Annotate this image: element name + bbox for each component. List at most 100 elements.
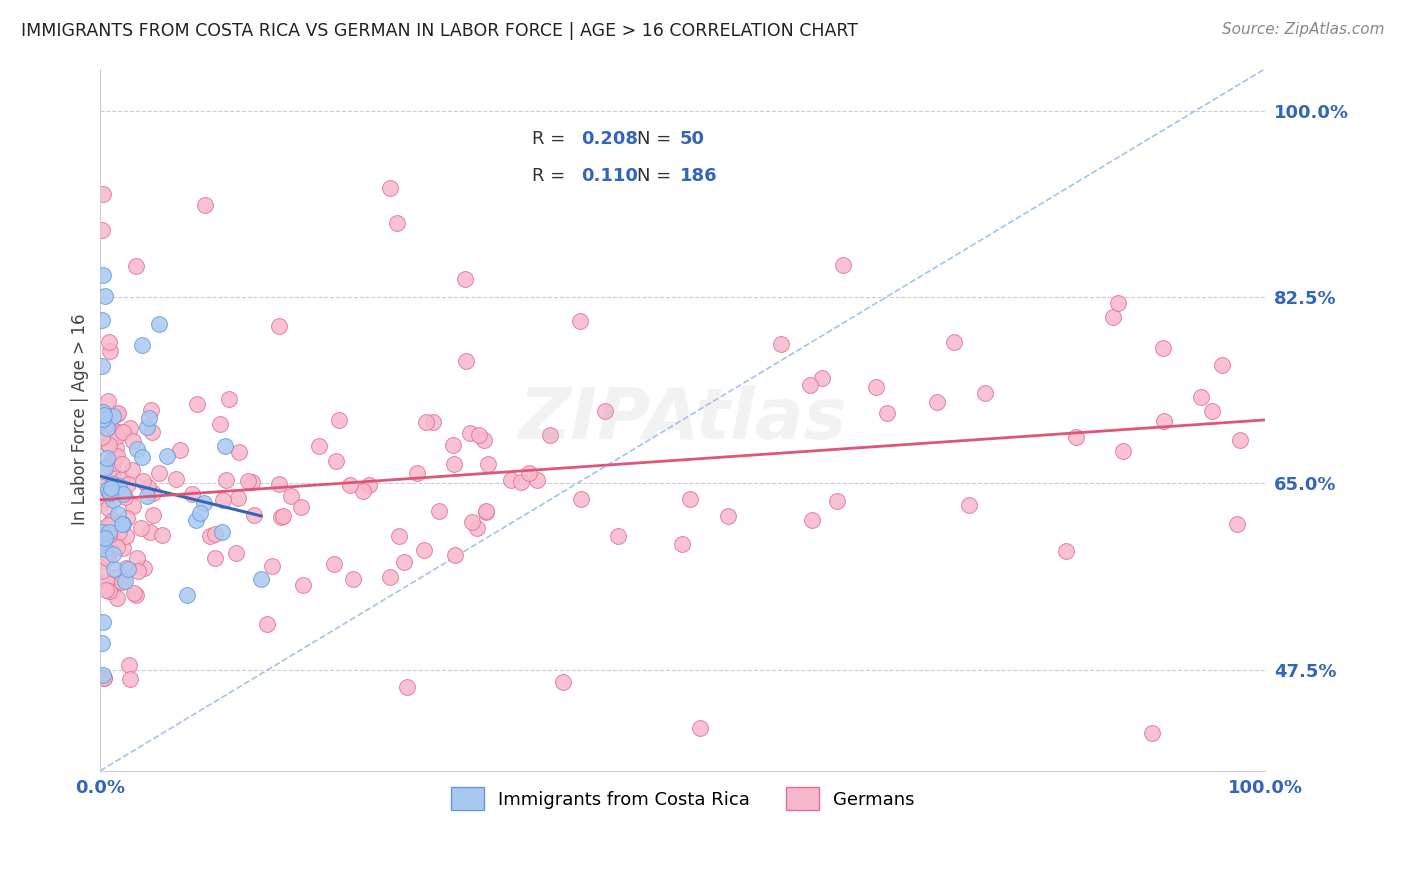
Point <box>138 525 160 540</box>
Y-axis label: In Labor Force | Age > 16: In Labor Force | Age > 16 <box>72 314 89 525</box>
Point <box>112 487 135 501</box>
Point <box>96 551 118 566</box>
Point <box>103 562 125 576</box>
Point <box>385 216 408 230</box>
Point <box>142 508 165 522</box>
Point <box>444 548 467 562</box>
Point <box>132 475 155 489</box>
Point <box>1140 725 1163 739</box>
Point <box>1153 414 1175 428</box>
Point <box>569 491 592 506</box>
Point <box>97 524 120 539</box>
Point <box>271 509 294 524</box>
Point <box>135 489 157 503</box>
Point <box>1226 516 1249 531</box>
Point <box>90 492 112 507</box>
Point <box>865 380 887 394</box>
Point <box>1112 444 1135 458</box>
Point <box>93 522 115 536</box>
Point <box>111 574 134 589</box>
Point <box>117 562 139 576</box>
Point <box>93 668 115 682</box>
Point <box>499 473 522 487</box>
Point <box>96 450 118 465</box>
Point <box>111 457 134 471</box>
Point <box>392 555 415 569</box>
Point <box>90 430 112 444</box>
Point <box>184 513 207 527</box>
Point <box>717 508 740 523</box>
Point <box>100 420 122 434</box>
Point <box>93 671 115 685</box>
Point <box>186 397 208 411</box>
Point <box>107 507 129 521</box>
Point <box>91 538 114 552</box>
Point <box>90 495 112 509</box>
Point <box>96 524 118 539</box>
Point <box>169 443 191 458</box>
Point <box>125 550 148 565</box>
Point <box>973 385 995 400</box>
Point <box>129 521 152 535</box>
Point <box>97 539 120 553</box>
Point <box>91 529 114 543</box>
Point <box>1201 404 1223 418</box>
Point <box>101 459 124 474</box>
Point <box>188 506 211 520</box>
Point <box>243 508 266 522</box>
Point <box>94 531 117 545</box>
Point <box>105 407 128 421</box>
Point <box>115 561 138 575</box>
Point <box>105 591 128 605</box>
Point <box>526 473 548 487</box>
Point <box>94 541 117 556</box>
Point <box>97 501 120 516</box>
Point <box>90 313 112 327</box>
Point <box>465 521 488 535</box>
Point <box>406 467 429 481</box>
Point <box>97 548 120 562</box>
Point <box>876 406 898 420</box>
Point <box>200 529 222 543</box>
Point <box>569 314 592 328</box>
Point <box>256 617 278 632</box>
Point <box>101 467 124 481</box>
Point <box>357 478 380 492</box>
Point <box>942 334 965 349</box>
Point <box>262 559 284 574</box>
Point <box>97 482 120 496</box>
Point <box>811 370 834 384</box>
Point <box>214 439 236 453</box>
Point <box>1152 341 1174 355</box>
Point <box>93 521 115 535</box>
Point <box>94 524 117 538</box>
Point <box>352 483 374 498</box>
Point <box>142 486 165 500</box>
Point <box>474 504 496 518</box>
Point <box>114 574 136 588</box>
Point <box>91 484 114 499</box>
Point <box>108 425 131 439</box>
Point <box>90 525 112 540</box>
Point <box>388 528 411 542</box>
Point <box>105 540 128 554</box>
Point <box>148 466 170 480</box>
Point <box>136 420 159 434</box>
Point <box>96 437 118 451</box>
Point <box>378 570 401 584</box>
Point <box>138 410 160 425</box>
Point <box>1101 310 1123 325</box>
Point <box>90 461 112 475</box>
Text: ZIPAtlas: ZIPAtlas <box>519 385 848 454</box>
Point <box>98 344 121 359</box>
Point <box>204 551 226 566</box>
Point <box>91 404 114 418</box>
Point <box>111 473 134 487</box>
Legend: Immigrants from Costa Rica, Germans: Immigrants from Costa Rica, Germans <box>437 772 929 825</box>
Point <box>96 532 118 546</box>
Point <box>689 721 711 735</box>
Point <box>443 457 465 471</box>
Point <box>422 415 444 429</box>
Point <box>225 546 247 560</box>
Point <box>118 658 141 673</box>
